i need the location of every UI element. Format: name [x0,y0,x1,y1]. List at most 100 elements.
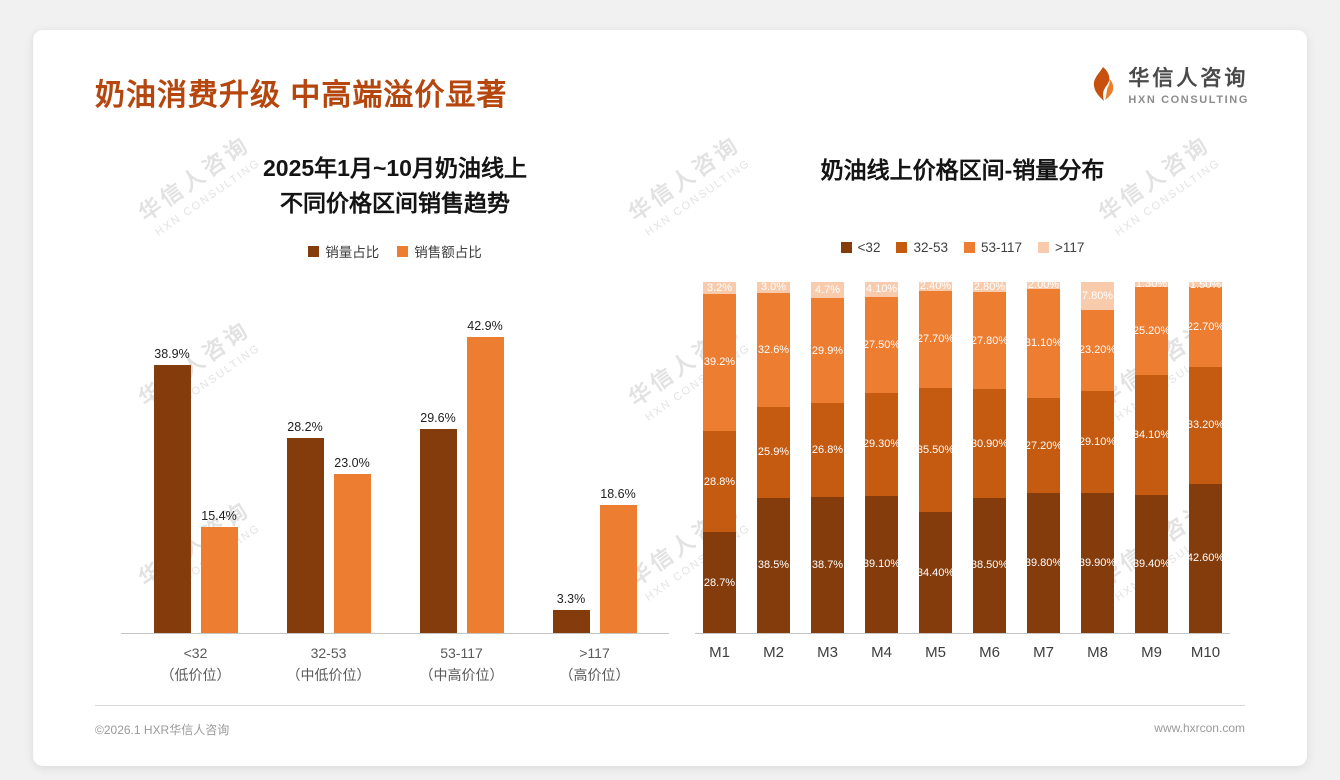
bar-column: 18.6% [599,486,637,633]
segment-value-label: 31.10% [1024,337,1063,350]
stacked-bar: 34.40% 35.50% 27.70% 2.40% [917,280,954,633]
right-chart-legend: <32 32-53 53-117 >117 [695,240,1230,255]
right-chart-title: 奶油线上价格区间-销量分布 [820,157,1105,183]
bar-segment: 27.70% [917,290,954,388]
x-axis-label-line: （低价位） [160,666,231,683]
x-axis-label: M1 [703,644,736,661]
grouped-bar-chart: 2025年1月~10月奶油线上 不同价格区间销售趋势 销量占比 销售额占比 38.… [121,135,669,686]
x-axis-label-line: 53-117 [440,645,483,661]
bar-segment: 34.10% [1133,375,1170,495]
bar-column: 38.9% [153,346,191,633]
x-axis-label-line: （高价位） [559,666,630,683]
x-axis-label: M9 [1135,644,1168,661]
bar-segment: 27.20% [1025,397,1062,494]
bar-segment: 1.30% [1135,278,1168,290]
x-axis-label-text: M2 [763,644,784,661]
segment-value-label: 27.80% [970,334,1009,347]
x-axis-label-text: M3 [817,644,838,661]
x-axis-label: <32 （低价位） [129,643,262,686]
legend-item: 销量占比 [308,241,379,261]
bar-value-label: 29.6% [420,410,456,425]
segment-value-label: 38.50% [970,559,1009,572]
bar-value-label: 38.9% [154,346,190,361]
segment-value-label: 38.5% [757,559,790,572]
legend-item: >117 [1038,240,1084,255]
left-chart-title: 2025年1月~10月奶油线上 不同价格区间销售趋势 [263,155,527,216]
bar [599,504,637,633]
segment-value-label: 2.40% [919,280,952,293]
x-axis-label-text: M10 [1190,644,1221,661]
x-axis-label-line: <32 [183,645,208,661]
bar-segment: 39.80% [1024,493,1063,633]
bar [153,364,191,633]
x-axis-label: M3 [811,644,844,661]
bar-segment: 3.2% [703,282,736,294]
left-chart-x-axis: <32 （低价位） 32-53 （中低价位） 53-117 （中高价位） >117 （高价位） [121,643,669,686]
segment-value-label: 39.40% [1132,557,1171,570]
stacked-bar: 38.7% 26.8% 29.9% 4.7% [811,281,844,633]
company-logo: 华信人咨询 HXN CONSULTING [1089,66,1249,107]
bar-segment: 2.00% [1027,279,1060,292]
bar-segment: 39.10% [863,495,900,633]
slide-footer: ©2026.1 HXR华信人咨询 www.hxrcon.com [95,705,1245,766]
bar-value-label: 18.6% [600,486,636,501]
bar-value-label: 23.0% [334,456,370,471]
stacked-bar: 42.60% 33.20% 22.70% 1.50% [1187,279,1224,633]
x-axis-label-line: >117 [579,645,610,661]
bar-segment: 1.50% [1189,279,1222,291]
legend-swatch [896,242,908,253]
bar-segment: 2.40% [919,280,952,293]
bar-segment: 25.20% [1132,286,1171,376]
segment-value-label: 2.80% [973,280,1006,293]
bar-segment: 28.7% [703,532,736,633]
bar-segment: 39.40% [1132,494,1171,633]
segment-value-label: 2.00% [1027,279,1060,292]
bar-segment: 42.60% [1187,483,1224,633]
bar-column: 42.9% [466,319,504,633]
stacked-bar-chart: 奶油线上价格区间-销量分布 <32 32-53 53-117 >117 28.7% 28… [695,135,1230,661]
bar-segment: 23.20% [1079,309,1116,391]
segment-value-label: 25.20% [1132,324,1171,337]
x-axis-label-text: M5 [925,644,946,661]
bar-segment: 2.80% [973,280,1006,293]
x-axis-label: M2 [757,644,790,661]
x-axis-label: 53-117 （中高价位） [395,643,528,686]
legend-item: 53-117 [963,240,1022,255]
page-title: 奶油消费升级 中高端溢价显著 [95,79,508,112]
left-chart-plot: 38.9% 15.4% 28.2% 23.0% 29.6% 42.9% 3.3% 18.6% [121,319,669,634]
bar-value-label: 28.2% [287,420,323,435]
bar-segment: 30.90% [971,389,1008,498]
x-axis-label-text: M7 [1033,644,1054,661]
bar-column: 15.4% [200,509,238,633]
x-axis-label-text: M8 [1087,644,1108,661]
bar-group: 38.9% 15.4% [129,347,262,633]
x-axis-label: M7 [1027,644,1060,661]
bar-segment: 35.50% [917,387,954,513]
x-axis-label: 32-53 （中低价位） [262,643,395,686]
right-chart-plot: 28.7% 28.8% 39.2% 3.2% 38.5% 25.9% 32.6% 3.0% 38… [695,278,1230,634]
left-chart-legend: 销量占比 销售额占比 [121,241,669,261]
stacked-bar: 38.50% 30.90% 27.80% 2.80% [970,280,1009,633]
bar-segment: 26.8% [811,403,844,498]
stacked-bar: 39.40% 34.10% 25.20% 1.30% [1132,278,1171,633]
bar-column: 29.6% [419,410,457,633]
bar-column: 3.3% [552,592,590,633]
bar [333,474,371,633]
bar-segment: 33.20% [1187,367,1224,484]
legend-swatch [1038,242,1050,253]
legend-item: 销售额占比 [397,241,482,261]
legend-label: >117 [1055,240,1085,255]
segment-value-label: 3.0% [760,281,787,294]
segment-value-label: 39.80% [1024,557,1063,570]
legend-label: 32-53 [913,240,948,255]
segment-value-label: 38.7% [811,559,844,572]
bar-segment: 39.90% [1079,493,1116,633]
x-axis-label-text: M4 [871,644,892,661]
legend-item: 32-53 [896,240,948,255]
bar-segment: 27.80% [970,291,1009,390]
legend-swatch [397,245,409,257]
bar-segment: 38.7% [811,497,844,633]
x-axis-label-line: （中低价位） [286,666,371,683]
bar-column: 28.2% [286,420,324,633]
x-axis-label-line: （中高价位） [419,666,504,683]
